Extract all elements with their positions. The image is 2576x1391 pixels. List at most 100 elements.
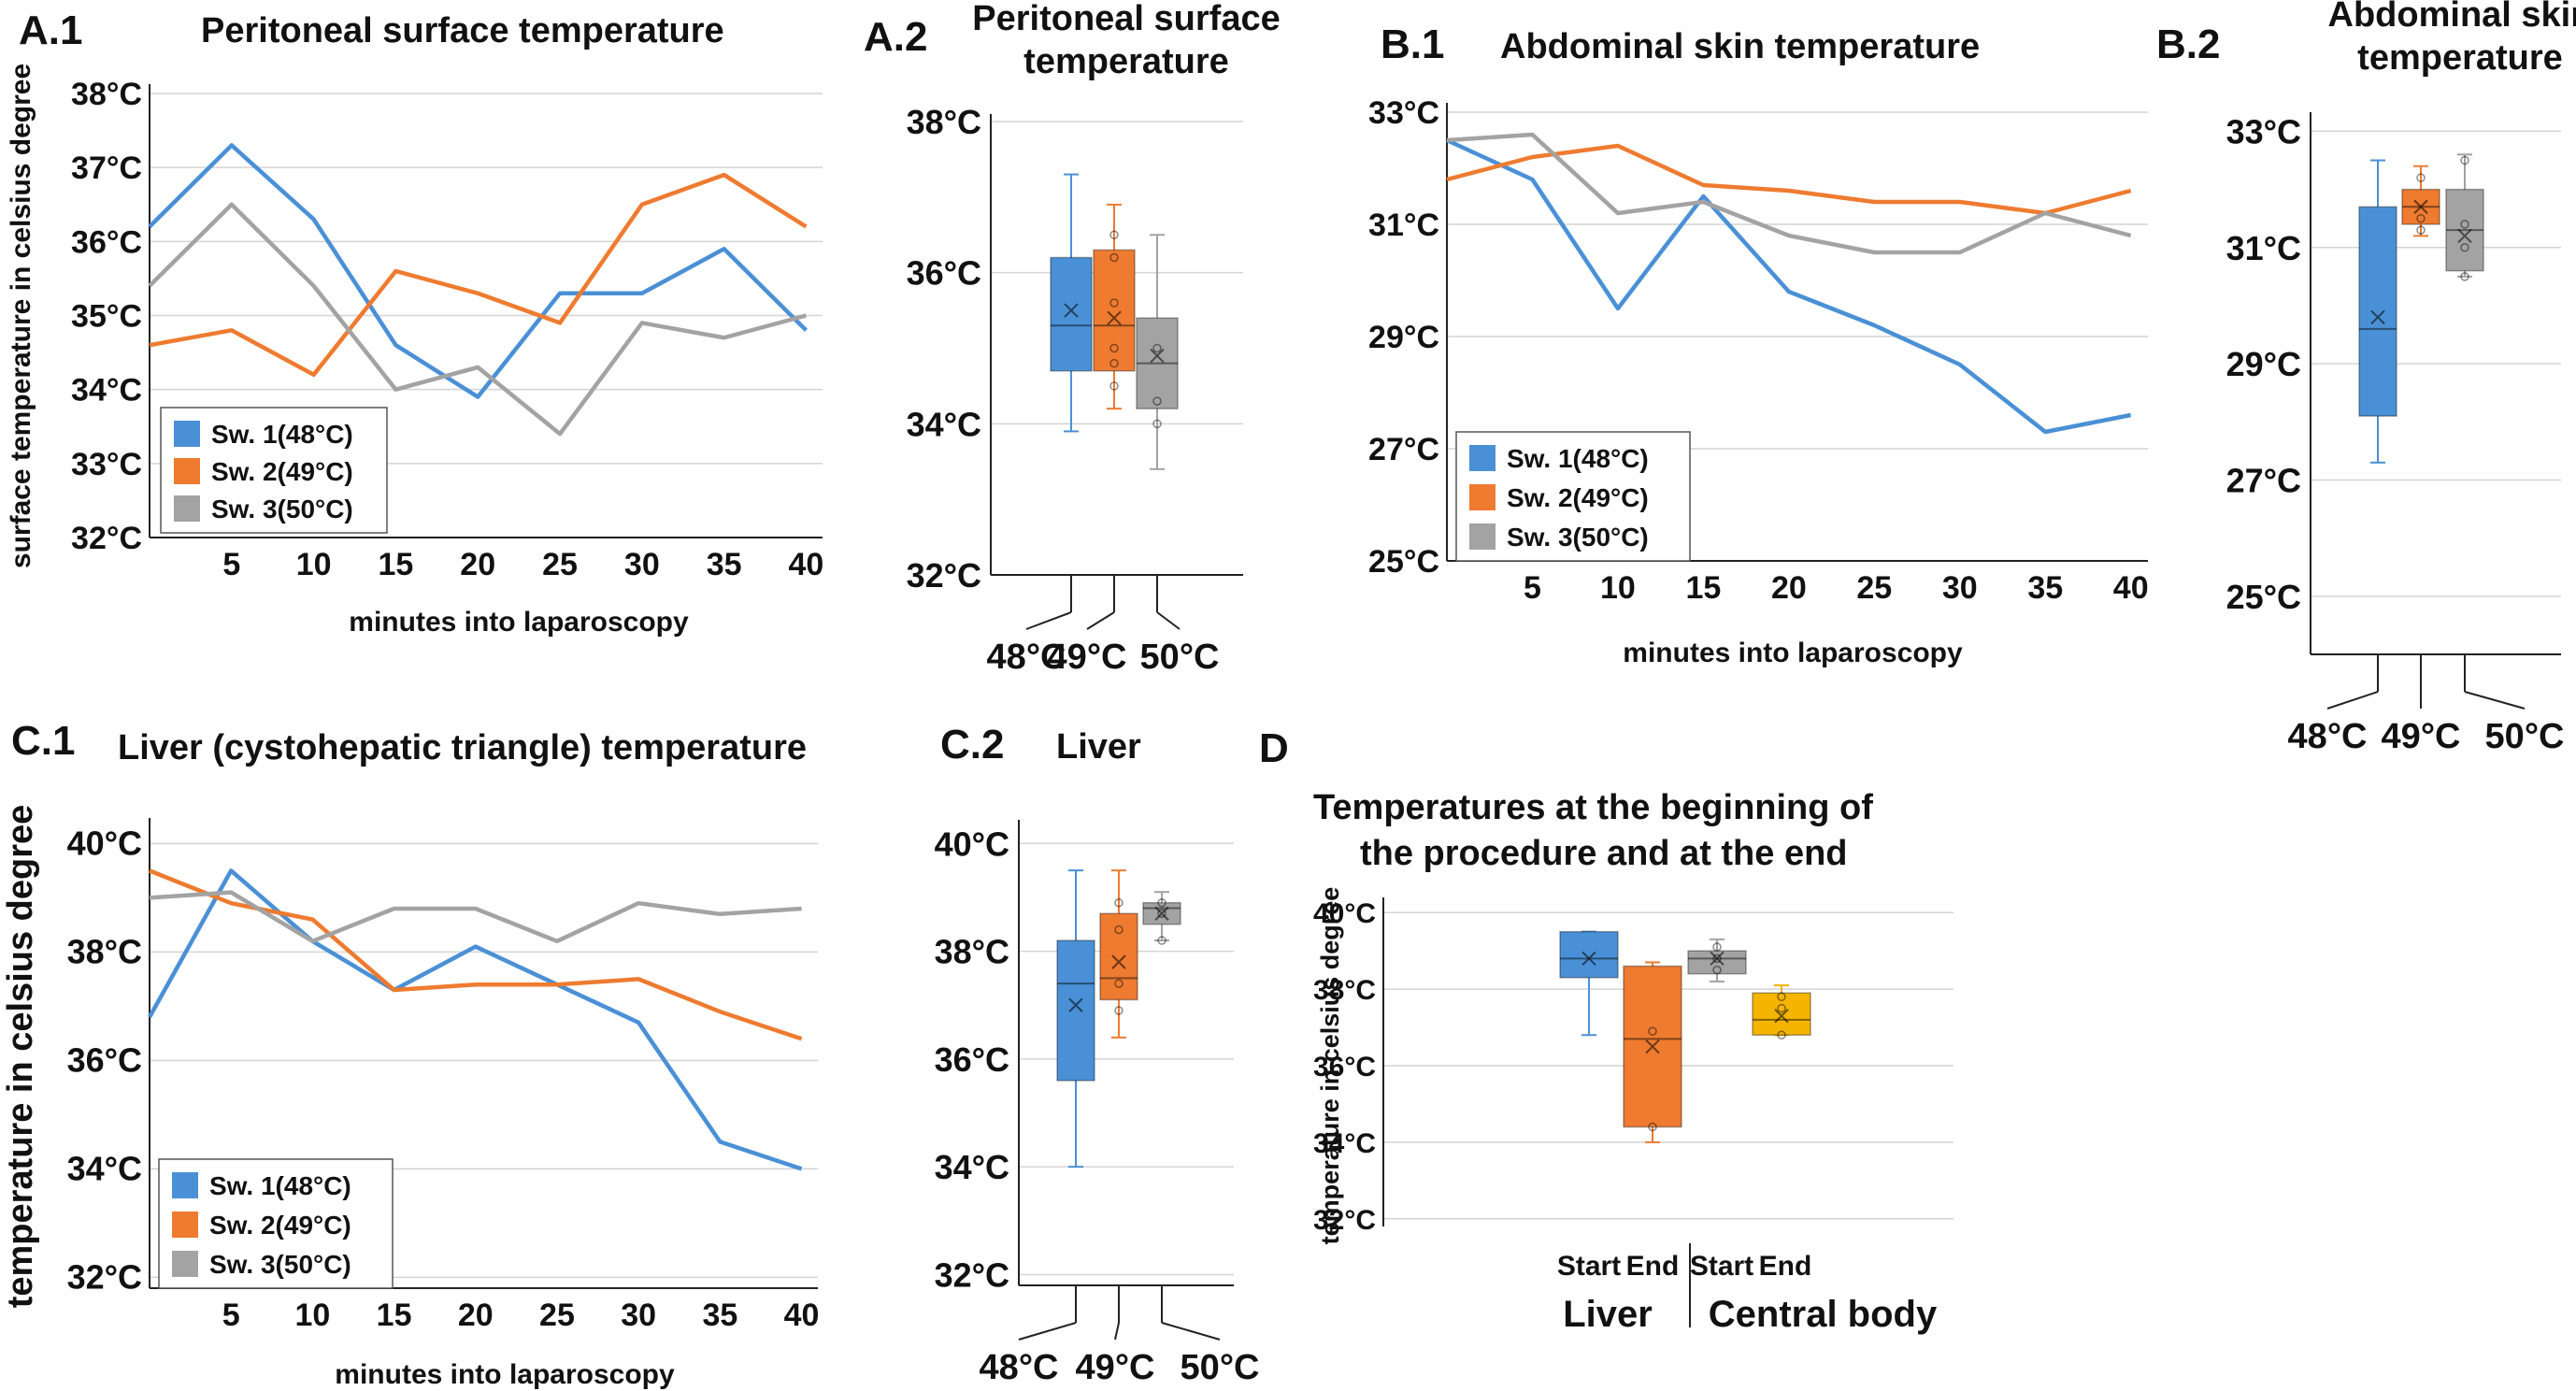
legend-label: Sw. 3(50°C) — [211, 495, 353, 523]
chart-title: Abdominal skin temperature — [1500, 27, 1980, 66]
category-label: 48°C — [987, 638, 1066, 677]
x-tick-label: 20 — [1771, 570, 1807, 606]
chart-title: temperature — [2357, 38, 2563, 78]
x-axis-label: minutes into laparoscopy — [1623, 638, 1963, 668]
x-tick-label: 35 — [702, 1298, 737, 1333]
category-label: 49°C — [1048, 638, 1127, 677]
chart-title: the procedure and at the end — [1360, 834, 1848, 873]
y-tick-label: 27°C — [1368, 432, 1439, 467]
box-iqr — [1099, 912, 1138, 1001]
series-line-2 — [1446, 143, 2132, 216]
chart-title: Temperatures at the beginning of — [1313, 788, 1873, 827]
box-point — [1152, 343, 1162, 353]
category-label: 49°C — [1076, 1348, 1155, 1387]
x-tick-label: 20 — [458, 1298, 494, 1333]
y-tick-label: 32°C — [71, 521, 142, 556]
y-tick-label: 36°C — [935, 1040, 1009, 1079]
category-label: End — [1626, 1251, 1680, 1282]
x-tick-label: 40 — [784, 1298, 820, 1333]
y-tick-label: 34°C — [907, 405, 981, 443]
category-label: Start — [1690, 1251, 1753, 1282]
legend-swatch — [1469, 523, 1496, 550]
series-line-3 — [148, 202, 808, 437]
y-axis-label: temperature in celsius degree — [1, 805, 40, 1309]
legend-swatch — [174, 458, 200, 484]
box-point — [1114, 925, 1123, 935]
y-tick-label: 25°C — [1368, 544, 1439, 580]
y-tick-label: 27°C — [2226, 461, 2301, 499]
y-tick-label: 34°C — [71, 373, 142, 409]
chart-title: Peritoneal surface temperature — [201, 11, 724, 50]
box-point — [2460, 243, 2469, 252]
box-mean-marker — [2370, 309, 2385, 325]
x-tick-label: 10 — [294, 1298, 330, 1333]
panel-label: B.2 — [2156, 22, 2220, 67]
x-tick-label: 10 — [1600, 570, 1636, 606]
box-mean-marker — [1710, 951, 1724, 967]
legend-label: Sw. 2(49°C) — [1507, 483, 1649, 512]
y-tick-label: 36°C — [71, 224, 142, 260]
y-tick-label: 34°C — [67, 1149, 142, 1187]
y-tick-label: 25°C — [2226, 578, 2301, 616]
x-tick-label: 40 — [789, 547, 824, 582]
y-tick-label: 38°C — [907, 103, 981, 141]
box-mean-marker — [1645, 1039, 1660, 1054]
box-mean-marker — [1774, 1009, 1789, 1024]
y-tick-label: 31°C — [2226, 229, 2301, 267]
legend-swatch — [174, 495, 200, 522]
x-tick-label: 5 — [1524, 570, 1541, 606]
y-tick-label: 29°C — [1368, 320, 1439, 355]
box-point — [1109, 252, 1119, 263]
y-tick-label: 33°C — [71, 447, 142, 482]
category-label: End — [1759, 1251, 1812, 1282]
box-point — [1712, 954, 1722, 964]
box-iqr — [1687, 950, 1747, 975]
box-point — [1109, 298, 1119, 308]
group-label: Liver — [1563, 1294, 1653, 1335]
category-leader — [2464, 691, 2526, 710]
x-tick-label: 25 — [539, 1298, 575, 1333]
series-line-1 — [1446, 137, 2132, 435]
box-iqr — [1559, 930, 1619, 979]
category-leader — [1114, 1322, 1120, 1341]
legend-swatch — [172, 1251, 198, 1277]
legend-label: Sw. 2(49°C) — [211, 457, 353, 486]
x-axis-label: minutes into laparoscopy — [335, 1359, 675, 1390]
category-label: 50°C — [1140, 638, 1220, 677]
box-iqr — [2358, 206, 2397, 417]
chart-title: Peritoneal surface — [972, 0, 1280, 38]
x-tick-label: 10 — [296, 547, 332, 582]
box-point — [1109, 381, 1119, 391]
box-mean-marker — [1107, 310, 1122, 325]
y-tick-label: 37°C — [71, 151, 142, 186]
box-point — [1152, 396, 1162, 406]
box-iqr — [1093, 249, 1136, 372]
box-iqr — [2445, 188, 2484, 272]
box-point — [1109, 343, 1119, 353]
panel-label: A.1 — [19, 7, 82, 53]
x-tick-label: 5 — [222, 547, 240, 582]
box-point — [1777, 1003, 1786, 1013]
category-label: 49°C — [2382, 717, 2461, 756]
category-leader — [1161, 1322, 1221, 1341]
y-tick-label: 34°C — [935, 1148, 1009, 1186]
x-tick-label: 15 — [379, 547, 414, 582]
y-tick-label: 38°C — [935, 933, 1009, 971]
box-iqr — [1056, 939, 1095, 1082]
series-line-2 — [149, 868, 803, 1041]
box-point — [1157, 936, 1166, 945]
category-label: 50°C — [2485, 717, 2565, 756]
panel-label: C.2 — [940, 722, 1004, 767]
x-tick-label: 20 — [460, 547, 495, 582]
y-tick-label: 32°C — [67, 1257, 142, 1296]
box-point — [1157, 897, 1166, 908]
box-point — [1114, 897, 1123, 908]
panel-label: D — [1259, 725, 1289, 771]
series-line-3 — [1446, 132, 2132, 255]
panel-label: B.1 — [1381, 22, 1444, 67]
legend-swatch — [1469, 445, 1496, 471]
y-tick-label: 40°C — [935, 825, 1009, 863]
category-leader — [2326, 691, 2379, 710]
category-leader — [1156, 611, 1181, 630]
